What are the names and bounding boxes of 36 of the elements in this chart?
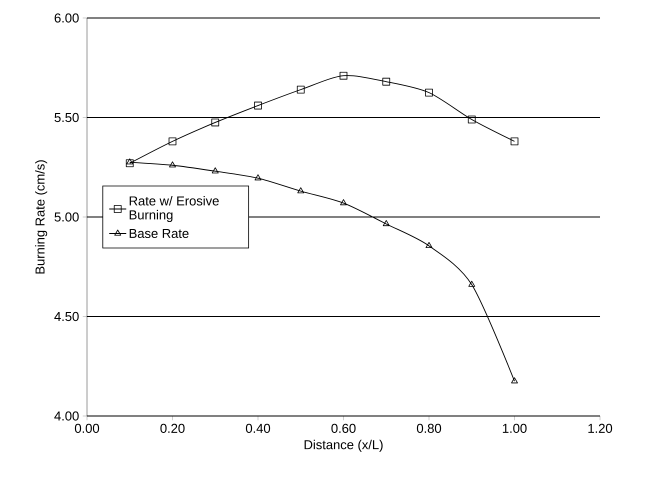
point [168, 137, 176, 146]
point [297, 187, 304, 194]
x-tick-label: 0.00 [74, 424, 100, 433]
point [212, 167, 219, 174]
y-tick-label: 5.00 [54, 212, 79, 222]
y-tick-label: 5.50 [54, 112, 79, 122]
y-tick-label: 6.00 [54, 13, 79, 23]
x-axis-title: Distance (x/L) [304, 440, 383, 452]
x-tick-label: 1.20 [588, 424, 612, 433]
point [126, 158, 134, 164]
point [340, 199, 347, 206]
point [169, 161, 176, 168]
x-tick-label: 1.00 [502, 424, 527, 433]
point [510, 137, 518, 146]
legend-label: Base Rate [130, 228, 189, 238]
point [511, 377, 518, 384]
x-tick-label: 0.20 [160, 424, 185, 433]
point [340, 72, 348, 80]
point [296, 86, 305, 94]
y-tick-label: 4.00 [54, 411, 79, 421]
x-tick-label: 0.80 [416, 424, 442, 433]
x-tick-label: 0.40 [246, 424, 270, 433]
y-tick-label: 4.50 [54, 312, 79, 322]
point [126, 159, 134, 168]
point [425, 88, 433, 97]
point [254, 174, 262, 180]
legend-label: Rate w/ Erosive Burning [130, 196, 219, 222]
point [468, 280, 476, 287]
point [211, 118, 220, 126]
point [426, 242, 432, 248]
point [382, 220, 390, 226]
point [382, 78, 390, 86]
y-axis-title: Burning Rate (cm/s) [35, 160, 48, 274]
point [468, 116, 476, 124]
x-tick-label: 0.60 [331, 424, 356, 433]
point [254, 102, 262, 110]
